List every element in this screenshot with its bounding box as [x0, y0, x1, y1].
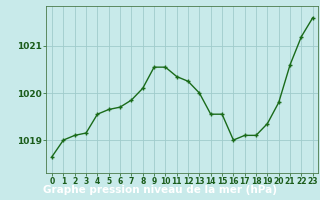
Text: Graphe pression niveau de la mer (hPa): Graphe pression niveau de la mer (hPa) [43, 185, 277, 195]
